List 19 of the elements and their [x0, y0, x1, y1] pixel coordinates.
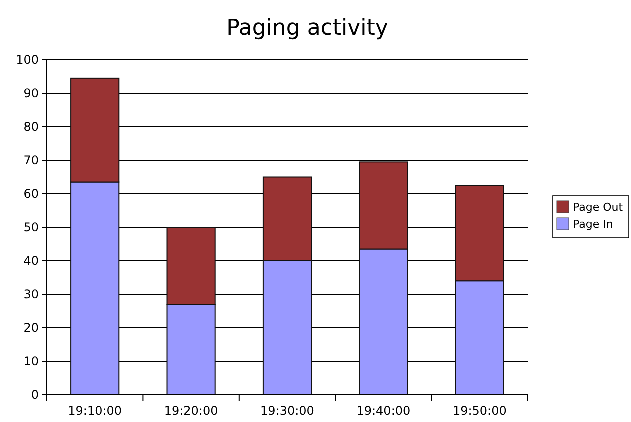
x-tick-label: 19:20:00: [164, 404, 218, 418]
y-tick-label: 30: [24, 288, 39, 302]
x-tick-label: 19:30:00: [260, 404, 314, 418]
y-tick-label: 20: [24, 321, 39, 336]
y-tick-label: 50: [24, 220, 39, 235]
y-tick-label: 40: [24, 254, 39, 268]
y-tick-label: 80: [24, 120, 39, 134]
x-tick-label: 19:40:00: [356, 404, 411, 418]
y-tick-label: 60: [24, 187, 39, 202]
legend-label: Page In: [573, 218, 614, 231]
x-tick-label: 19:50:00: [452, 404, 507, 418]
y-tick-label: 0: [31, 388, 39, 402]
x-tick-label: 19:10:00: [68, 404, 122, 418]
y-tick-label: 70: [24, 154, 39, 168]
y-tick-label: 100: [16, 53, 39, 68]
legend-label: Page Out: [573, 201, 624, 214]
y-tick-label: 10: [24, 354, 39, 369]
y-tick-label: 90: [24, 86, 39, 101]
chart-title: Paging activity: [226, 16, 388, 41]
